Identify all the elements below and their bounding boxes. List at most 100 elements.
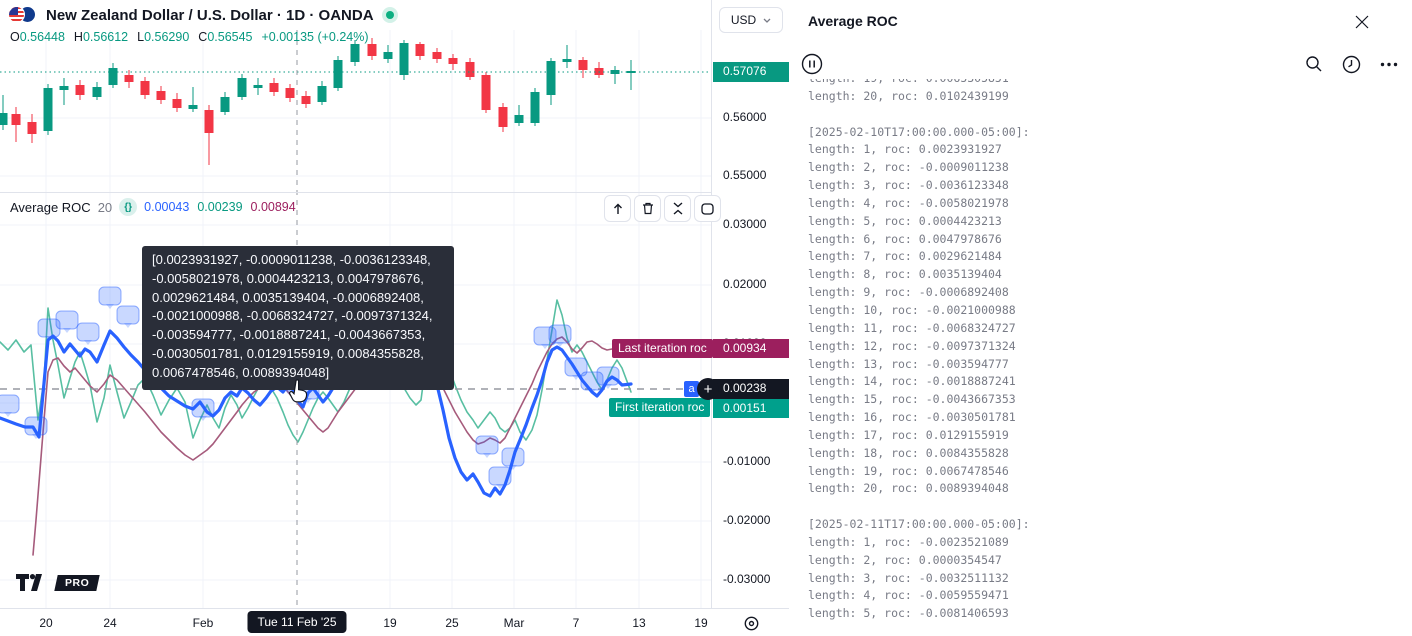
us-flag-icon bbox=[8, 6, 25, 23]
data-marker[interactable] bbox=[55, 310, 79, 330]
candle-body bbox=[0, 113, 8, 125]
candle-body bbox=[156, 91, 166, 100]
data-marker[interactable] bbox=[548, 324, 572, 344]
chart-area: New Zealand Dollar / U.S. Dollar · 1D · … bbox=[0, 0, 789, 636]
indicator-pane-buttons bbox=[604, 195, 721, 222]
pane-separator[interactable] bbox=[0, 192, 789, 193]
ohlc-open-label: O bbox=[10, 30, 20, 44]
data-marker[interactable] bbox=[0, 394, 20, 414]
log-output[interactable]: length: 19, roc: 0.0065305851 length: 20,… bbox=[808, 79, 1398, 636]
time-axis-label: 7 bbox=[572, 616, 580, 630]
log-line: length: 20, roc: 0.0089394048 bbox=[808, 481, 1009, 496]
collapse-pane-button[interactable] bbox=[664, 195, 691, 222]
log-line: length: 4, roc: -0.0058021978 bbox=[808, 195, 1009, 210]
collapse-icon bbox=[673, 202, 682, 215]
time-axis-label: 25 bbox=[445, 616, 459, 630]
crosshair-date-badge: Tue 11 Feb '25 bbox=[247, 611, 347, 633]
candle-body bbox=[498, 107, 508, 127]
log-line: [2025-02-10T17:00:00.000-05:00]: bbox=[808, 124, 1030, 139]
log-blank-line bbox=[808, 106, 1398, 124]
a-line-value-badge: 0.00238 bbox=[713, 379, 789, 399]
close-panel-button[interactable] bbox=[1352, 12, 1372, 32]
log-line: length: 3, roc: -0.0032511132 bbox=[808, 570, 1009, 585]
log-line: length: 19, roc: 0.0065305851 bbox=[808, 79, 1398, 88]
history-button[interactable] bbox=[1339, 52, 1363, 76]
pause-icon bbox=[801, 53, 823, 75]
candle-body bbox=[285, 88, 295, 98]
currency-dropdown[interactable]: USD bbox=[719, 7, 783, 33]
first-iteration-label: First iteration roc bbox=[609, 398, 711, 417]
axis-price-label: -0.03000 bbox=[723, 572, 771, 586]
price-axis[interactable]: -0.03000-0.02000-0.010000.010000.020000.… bbox=[711, 0, 789, 608]
log-blank-line bbox=[808, 498, 1398, 516]
data-marker[interactable] bbox=[24, 416, 48, 436]
indicator-param: 20 bbox=[97, 199, 113, 215]
tooltip-line: -0.0030501781, 0.0129155919, 0.008435582… bbox=[152, 345, 424, 361]
ohlc-high-value: 0.56612 bbox=[82, 30, 129, 44]
data-marker[interactable] bbox=[501, 447, 525, 467]
tradingview-logo[interactable]: PRO bbox=[16, 574, 100, 592]
symbol-header: New Zealand Dollar / U.S. Dollar · 1D · … bbox=[8, 6, 394, 24]
time-axis[interactable]: Tue 11 Feb '25 20 24 Feb 19 25 Mar 7 13 19 bbox=[0, 608, 789, 636]
data-marker[interactable] bbox=[475, 435, 499, 455]
log-line: length: 5, roc: 0.0004423213 bbox=[808, 213, 1002, 228]
data-marker[interactable] bbox=[488, 466, 512, 486]
candle-body bbox=[610, 70, 620, 74]
log-line: [2025-02-11T17:00:00.000-05:00]: bbox=[808, 517, 1030, 532]
data-marker[interactable] bbox=[191, 398, 215, 418]
tooltip-line: 0.0029621484, 0.0035139404, -0.000689240… bbox=[152, 289, 424, 305]
log-line: length: 8, roc: 0.0035139404 bbox=[808, 267, 1002, 282]
indicator-value-last: 0.00894 bbox=[250, 200, 296, 214]
close-icon bbox=[1355, 15, 1369, 29]
data-marker[interactable] bbox=[98, 286, 122, 306]
candle-body bbox=[448, 58, 458, 64]
pro-badge-label: PRO bbox=[65, 577, 90, 589]
data-marker[interactable] bbox=[564, 357, 588, 377]
log-line: length: 2, roc: -0.0009011238 bbox=[808, 160, 1009, 175]
data-marker[interactable] bbox=[76, 322, 100, 342]
maximize-pane-button[interactable] bbox=[694, 195, 721, 222]
time-axis-label: 13 bbox=[632, 616, 646, 630]
time-axis-label: 20 bbox=[39, 616, 53, 630]
pro-badge[interactable]: PRO bbox=[54, 575, 100, 591]
source-code-icon[interactable]: {} bbox=[119, 198, 138, 216]
pause-logs-button[interactable] bbox=[800, 52, 824, 76]
candle-body bbox=[140, 81, 150, 95]
currency-dropdown-label: USD bbox=[730, 13, 757, 27]
market-open-dot-icon[interactable] bbox=[385, 11, 394, 19]
candle-body bbox=[465, 62, 475, 77]
timezone-settings-button[interactable] bbox=[741, 613, 761, 633]
data-marker[interactable] bbox=[37, 318, 61, 338]
add-alert-plus-button[interactable]: + bbox=[697, 378, 719, 400]
time-axis-label: Feb bbox=[192, 616, 214, 630]
search-logs-button[interactable] bbox=[1302, 52, 1326, 76]
hand-cursor-icon bbox=[289, 379, 308, 403]
last-iteration-roc-line bbox=[32, 336, 632, 556]
more-options-button[interactable] bbox=[1377, 52, 1401, 76]
candle-body bbox=[92, 87, 102, 97]
data-marker[interactable] bbox=[596, 366, 620, 386]
ohlc-low-value: 0.56290 bbox=[144, 30, 190, 44]
candle-body bbox=[59, 86, 69, 90]
candle-body bbox=[108, 68, 118, 85]
candle-body bbox=[75, 85, 85, 95]
log-line: length: 3, roc: -0.0036123348 bbox=[808, 178, 1009, 193]
tradingview-logo-icon bbox=[16, 574, 42, 591]
tooltip-line: -0.0021000988, -0.0068324727, -0.0097371… bbox=[152, 308, 433, 324]
log-line: length: 13, roc: -0.003594777 bbox=[808, 356, 1009, 371]
logs-panel: Average ROC bbox=[790, 0, 1412, 636]
move-pane-up-button[interactable] bbox=[604, 195, 631, 222]
indicator-title[interactable]: Average ROC bbox=[10, 199, 91, 215]
data-marker[interactable] bbox=[533, 326, 557, 346]
ohlc-high-label: H bbox=[73, 30, 83, 44]
horizontal-line-a-tag[interactable]: a bbox=[684, 381, 699, 397]
log-line: length: 4, roc: -0.0059559471 bbox=[808, 588, 1009, 603]
candle-body bbox=[367, 44, 377, 56]
arrow-up-icon bbox=[613, 203, 622, 214]
symbol-title[interactable]: New Zealand Dollar / U.S. Dollar · 1D · … bbox=[46, 6, 374, 24]
delete-pane-button[interactable] bbox=[634, 195, 661, 222]
ohlc-open: O0.56448 bbox=[10, 30, 65, 44]
ohlc-close-value: 0.56545 bbox=[207, 30, 253, 44]
data-marker[interactable] bbox=[116, 305, 140, 325]
